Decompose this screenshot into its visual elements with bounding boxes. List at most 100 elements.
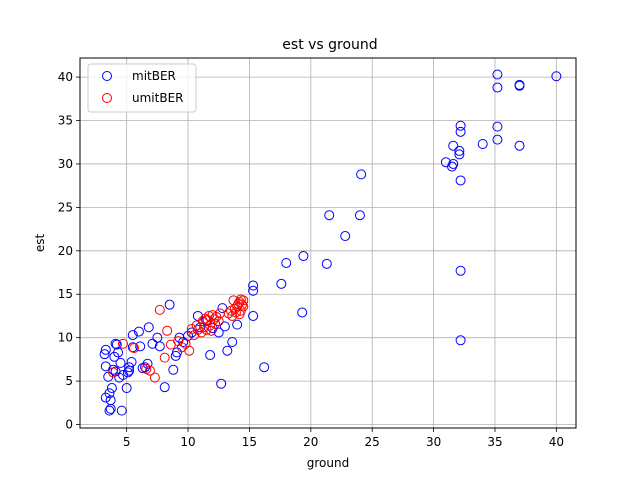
point-mitBER <box>248 280 259 291</box>
grid-layer <box>80 58 576 428</box>
point-mitBER <box>133 326 144 337</box>
point-mitBER <box>219 321 230 332</box>
point-umitBER <box>184 345 195 356</box>
point-mitBER <box>477 138 488 149</box>
point-mitBER <box>108 364 119 375</box>
legend: mitBER umitBER <box>87 63 197 113</box>
y-tick-label: 35 <box>58 114 73 128</box>
point-mitBER <box>178 337 189 348</box>
x-tick-label: 35 <box>487 435 502 449</box>
point-mitBER <box>154 341 165 352</box>
point-mitBER <box>281 257 292 268</box>
point-mitBER <box>492 134 503 145</box>
point-umitBER <box>205 320 216 331</box>
y-tick-label: 10 <box>58 331 73 345</box>
y-tick-label: 15 <box>58 287 73 301</box>
data-layer <box>99 69 562 416</box>
point-mitBER <box>514 140 525 151</box>
point-mitBER <box>147 338 158 349</box>
point-mitBER <box>111 339 122 350</box>
point-mitBER <box>448 140 459 151</box>
point-umitBER <box>129 343 140 354</box>
point-umitBER <box>210 318 221 329</box>
point-umitBER <box>237 299 248 310</box>
y-tick-label: 30 <box>58 157 73 171</box>
point-mitBER <box>105 395 116 406</box>
point-umitBER <box>208 314 219 325</box>
point-mitBER <box>99 349 110 360</box>
point-mitBER <box>140 362 151 373</box>
point-mitBER <box>492 121 503 132</box>
legend-box <box>87 63 197 113</box>
x-tick-label: 20 <box>303 435 318 449</box>
point-umitBER <box>197 316 208 327</box>
point-umitBER <box>108 367 119 378</box>
point-mitBER <box>114 372 125 383</box>
legend-marker-umitBER <box>102 93 112 103</box>
point-mitBER <box>448 158 459 169</box>
point-mitBER <box>297 307 308 318</box>
point-mitBER <box>324 210 335 221</box>
point-umitBER <box>189 330 200 341</box>
point-umitBER <box>144 365 155 376</box>
point-mitBER <box>492 69 503 80</box>
point-umitBER <box>159 352 170 363</box>
point-mitBER <box>164 299 175 310</box>
point-mitBER <box>356 169 367 180</box>
tick-layer: 5 10 15 20 25 30 35 40 0 5 10 15 20 25 30 35 40 <box>58 70 564 449</box>
point-umitBER <box>234 309 245 320</box>
point-mitBER <box>259 362 270 373</box>
chart-title: est vs ground <box>282 37 377 53</box>
point-mitBER <box>354 210 365 221</box>
legend-label-umitBER: umitBER <box>132 91 184 105</box>
point-mitBER <box>115 357 126 368</box>
point-mitBER <box>454 149 465 160</box>
point-mitBER <box>121 383 132 394</box>
point-umitBER <box>162 325 173 336</box>
point-umitBER <box>227 310 238 321</box>
point-umitBER <box>117 338 128 349</box>
point-mitBER <box>106 383 117 394</box>
y-axis-label: est <box>33 234 47 253</box>
point-mitBER <box>227 337 238 348</box>
point-mitBER <box>455 335 466 346</box>
y-tick-label: 0 <box>65 418 73 432</box>
point-mitBER <box>454 145 465 156</box>
point-mitBER <box>340 231 351 242</box>
point-umitBER <box>203 310 214 321</box>
point-mitBER <box>186 327 197 338</box>
legend-label-mitBER: mitBER <box>132 69 176 83</box>
point-mitBER <box>248 310 259 321</box>
point-mitBER <box>276 278 287 289</box>
point-mitBER <box>298 251 309 262</box>
point-mitBER <box>222 345 233 356</box>
point-mitBER <box>455 126 466 137</box>
x-tick-label: 40 <box>549 435 564 449</box>
y-tick-label: 40 <box>58 70 73 84</box>
point-mitBER <box>321 258 332 269</box>
point-mitBER <box>455 265 466 276</box>
point-mitBER <box>122 367 133 378</box>
point-mitBER <box>100 344 111 355</box>
point-mitBER <box>514 79 525 90</box>
x-tick-label: 30 <box>426 435 441 449</box>
legend-marker-mitBER <box>102 71 112 81</box>
point-mitBER <box>143 322 154 333</box>
point-mitBER <box>127 330 138 341</box>
point-mitBER <box>159 382 170 393</box>
point-umitBER <box>154 304 165 315</box>
point-mitBER <box>104 388 115 399</box>
point-umitBER <box>173 336 184 347</box>
point-mitBER <box>126 356 137 367</box>
x-axis-label: ground <box>307 456 349 470</box>
x-tick-label: 15 <box>242 435 257 449</box>
point-umitBER <box>186 323 197 334</box>
point-mitBER <box>248 285 259 296</box>
plot-frame <box>79 57 577 429</box>
point-mitBER <box>104 405 115 416</box>
point-umitBER <box>196 327 207 338</box>
point-mitBER <box>116 405 127 416</box>
point-mitBER <box>142 358 153 369</box>
x-tick-label: 5 <box>123 435 131 449</box>
